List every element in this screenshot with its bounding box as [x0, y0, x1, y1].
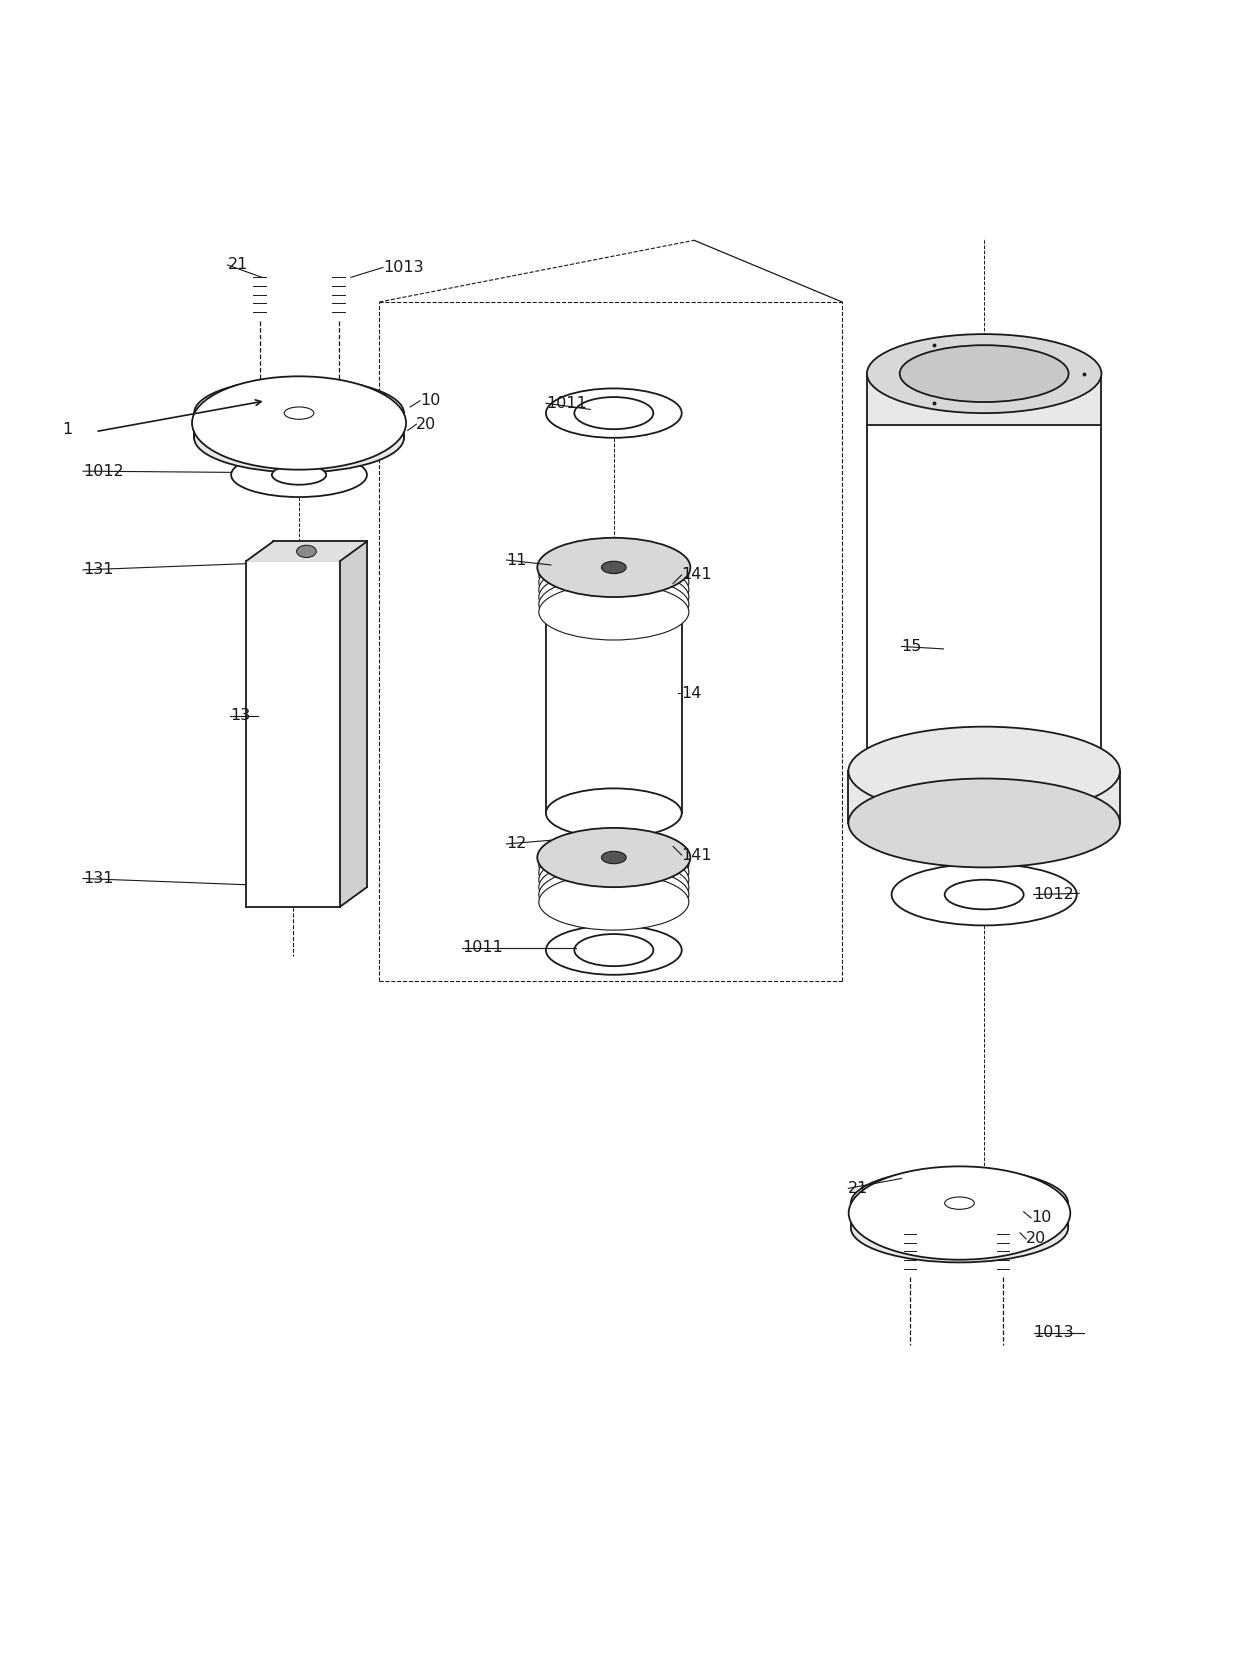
Ellipse shape [601, 560, 626, 574]
Text: 1013: 1013 [1033, 1326, 1074, 1341]
Ellipse shape [539, 584, 689, 639]
Ellipse shape [231, 453, 367, 497]
Ellipse shape [848, 779, 1120, 868]
Ellipse shape [272, 465, 326, 485]
Text: 1012: 1012 [83, 463, 124, 478]
Ellipse shape [892, 864, 1076, 925]
Text: 21: 21 [227, 257, 248, 272]
Ellipse shape [546, 789, 682, 837]
Ellipse shape [539, 844, 689, 901]
Ellipse shape [574, 398, 653, 430]
Ellipse shape [546, 587, 682, 636]
Text: 1011: 1011 [463, 940, 503, 955]
Ellipse shape [848, 1166, 1070, 1260]
Polygon shape [867, 426, 1101, 772]
Ellipse shape [546, 388, 682, 438]
Text: 20: 20 [1027, 1232, 1047, 1247]
Text: 14: 14 [682, 686, 702, 701]
Text: 1011: 1011 [546, 396, 587, 411]
Polygon shape [340, 542, 367, 906]
Ellipse shape [945, 1196, 975, 1210]
Polygon shape [546, 612, 682, 814]
Ellipse shape [284, 408, 314, 420]
Text: 11: 11 [506, 552, 527, 567]
Ellipse shape [195, 379, 404, 448]
Ellipse shape [539, 547, 689, 602]
Ellipse shape [539, 576, 689, 633]
Text: 12: 12 [506, 836, 527, 851]
Ellipse shape [546, 925, 682, 975]
Text: 21: 21 [848, 1181, 869, 1196]
Polygon shape [851, 1203, 1068, 1228]
Ellipse shape [574, 935, 653, 967]
Ellipse shape [851, 1168, 1068, 1238]
Ellipse shape [848, 727, 1120, 816]
Ellipse shape [539, 852, 689, 908]
Ellipse shape [539, 866, 689, 923]
Text: 1013: 1013 [383, 260, 424, 275]
Polygon shape [867, 374, 1101, 426]
Ellipse shape [851, 1193, 1068, 1262]
Ellipse shape [945, 879, 1024, 909]
Ellipse shape [539, 562, 689, 618]
Ellipse shape [900, 346, 1069, 403]
Ellipse shape [537, 537, 691, 597]
Text: 131: 131 [83, 562, 114, 577]
Ellipse shape [867, 334, 1101, 413]
Ellipse shape [539, 569, 689, 626]
Ellipse shape [537, 827, 691, 888]
Text: 13: 13 [229, 708, 250, 723]
Text: 15: 15 [901, 639, 921, 654]
Text: 10: 10 [420, 393, 440, 408]
Ellipse shape [539, 554, 689, 611]
Text: 141: 141 [682, 567, 712, 582]
Polygon shape [195, 413, 404, 438]
Text: 141: 141 [682, 847, 712, 862]
Ellipse shape [192, 376, 405, 470]
Text: 10: 10 [1032, 1210, 1052, 1225]
Text: 131: 131 [83, 871, 114, 886]
Ellipse shape [539, 874, 689, 930]
Ellipse shape [539, 859, 689, 915]
Polygon shape [246, 560, 340, 906]
Ellipse shape [539, 837, 689, 893]
Ellipse shape [195, 403, 404, 473]
Text: 20: 20 [417, 416, 436, 431]
Text: 1: 1 [62, 421, 72, 436]
Ellipse shape [296, 545, 316, 557]
Text: 1012: 1012 [1033, 888, 1074, 903]
Ellipse shape [601, 851, 626, 864]
Polygon shape [848, 772, 1120, 822]
Ellipse shape [867, 732, 1101, 810]
Polygon shape [246, 542, 367, 560]
